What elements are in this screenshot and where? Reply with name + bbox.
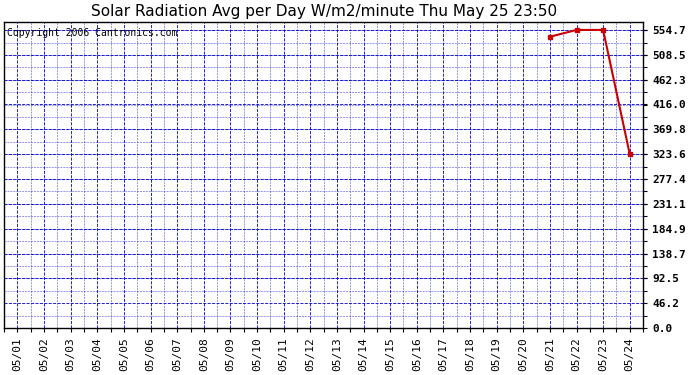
Title: Solar Radiation Avg per Day W/m2/minute Thu May 25 23:50: Solar Radiation Avg per Day W/m2/minute … bbox=[90, 4, 557, 19]
Text: Copyright 2006 Cantronics.com: Copyright 2006 Cantronics.com bbox=[8, 28, 178, 38]
